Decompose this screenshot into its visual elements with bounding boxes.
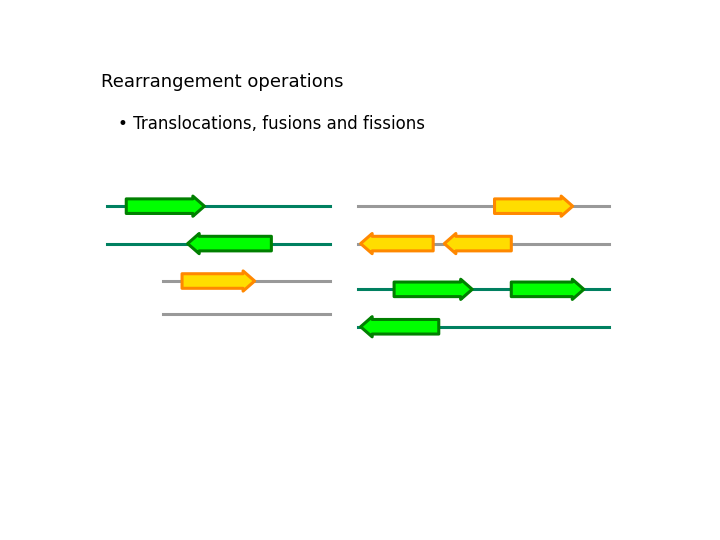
Text: Rearrangement operations: Rearrangement operations	[101, 73, 343, 91]
Text: • Translocations, fusions and fissions: • Translocations, fusions and fissions	[118, 114, 425, 133]
